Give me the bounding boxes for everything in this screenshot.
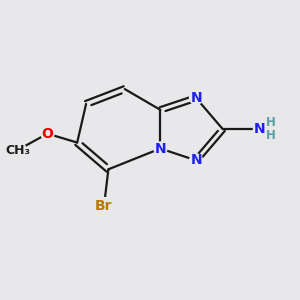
Text: O: O [41, 127, 53, 141]
Text: CH₃: CH₃ [5, 143, 30, 157]
Text: Br: Br [95, 200, 113, 214]
Circle shape [190, 92, 202, 104]
Circle shape [98, 200, 110, 213]
Circle shape [254, 123, 266, 136]
Circle shape [41, 127, 54, 140]
Circle shape [190, 154, 202, 167]
Circle shape [154, 142, 167, 155]
Text: N: N [154, 142, 166, 155]
Text: H: H [266, 129, 276, 142]
Text: N: N [190, 153, 202, 167]
Circle shape [9, 142, 26, 158]
Circle shape [95, 198, 113, 215]
Text: H: H [266, 116, 276, 129]
Text: N: N [254, 122, 266, 136]
Text: N: N [190, 91, 202, 105]
